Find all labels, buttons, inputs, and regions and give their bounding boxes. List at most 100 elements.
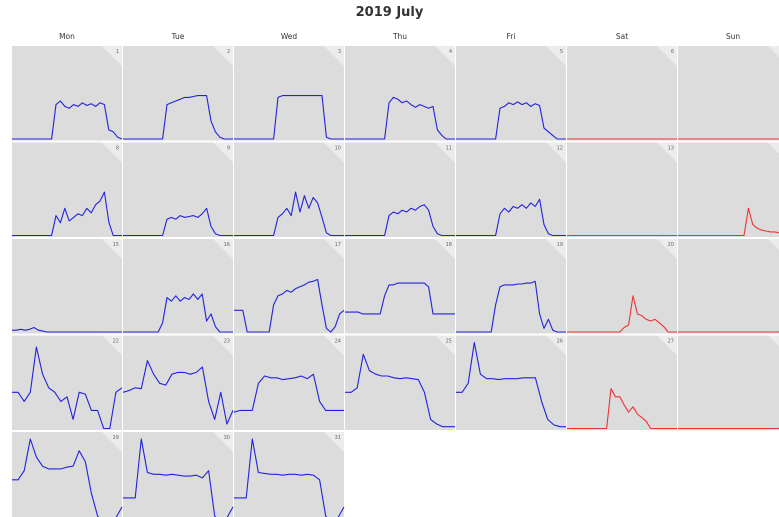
day-panel-background	[678, 239, 779, 334]
day-series-line	[123, 95, 233, 140]
day-panel-30: 30	[123, 432, 234, 517]
day-panel-background	[12, 432, 122, 517]
day-corner-fold	[546, 335, 566, 356]
day-panel-background	[678, 335, 779, 430]
day-corner-fold	[768, 335, 779, 347]
day-panel-4: 4	[345, 46, 455, 141]
day-corner-fold	[102, 432, 122, 452]
day-panel-background	[456, 335, 566, 430]
day-number: 24	[335, 339, 341, 345]
day-panel-18: 18	[345, 239, 455, 334]
day-panel-background	[234, 335, 344, 430]
day-series-line	[567, 295, 677, 333]
day-series-line	[12, 100, 123, 140]
day-series-line	[345, 204, 455, 237]
day-number: 13	[668, 146, 674, 152]
day-corner-fold	[657, 335, 677, 356]
day-number: 4	[449, 49, 452, 55]
day-panel-background	[12, 46, 122, 141]
day-panel-background	[456, 46, 566, 141]
day-panel-31: 31	[234, 432, 345, 517]
day-panel-5: 5	[456, 46, 566, 141]
day-series-line	[122, 360, 234, 425]
day-corner-fold	[546, 239, 566, 259]
day-number: 15	[113, 242, 119, 248]
day-series-line	[12, 191, 122, 237]
day-panel-21: 21	[678, 239, 779, 334]
day-corner-fold	[435, 142, 455, 163]
day-panel-background	[234, 239, 344, 334]
day-corner-fold	[657, 142, 677, 163]
day-corner-fold	[546, 142, 566, 163]
day-corner-fold	[435, 335, 455, 356]
day-panel-background	[678, 142, 779, 237]
day-corner-fold	[213, 432, 233, 452]
day-series-line	[345, 96, 455, 140]
weekday-label-sun: Sun	[726, 32, 741, 41]
day-number: 6	[671, 49, 674, 55]
day-panel-22: 22	[12, 335, 123, 430]
day-series-line	[456, 198, 566, 237]
day-panel-background	[345, 46, 455, 141]
day-corner-fold	[768, 239, 779, 250]
day-corner-fold	[324, 46, 344, 66]
day-number: 17	[335, 242, 341, 248]
day-panel-11: 11	[345, 142, 455, 237]
day-panel-background	[678, 46, 779, 141]
day-corner-fold	[213, 46, 233, 66]
day-series-line	[234, 278, 345, 333]
day-corner-fold	[546, 46, 566, 66]
weekday-label-wed: Wed	[281, 32, 298, 41]
day-series-line	[678, 330, 779, 333]
day-number: 20	[668, 242, 674, 248]
day-panel-background	[12, 239, 122, 334]
day-number: 26	[557, 339, 563, 345]
day-panel-background	[234, 46, 344, 141]
day-panel-13: 13	[567, 142, 677, 237]
day-panel-16: 16	[123, 239, 233, 334]
day-number: 19	[557, 242, 563, 248]
day-number: 25	[446, 339, 452, 345]
day-panel-6: 6	[567, 46, 677, 141]
day-panel-background	[123, 335, 233, 430]
day-corner-fold	[102, 142, 122, 163]
day-series-line	[456, 341, 566, 428]
day-panel-background	[123, 142, 233, 237]
day-corner-fold	[435, 46, 455, 66]
day-number: 22	[113, 339, 119, 345]
day-number: 5	[560, 49, 563, 55]
day-panel-14: 14	[678, 142, 779, 237]
weekday-label-fri: Fri	[507, 32, 516, 41]
chart-title: 2019 July	[355, 5, 424, 20]
day-corner-fold	[324, 432, 344, 452]
day-series-line	[345, 282, 455, 315]
day-panel-2: 2	[123, 46, 233, 141]
day-corner-fold	[324, 239, 344, 259]
day-panel-background	[12, 335, 122, 430]
day-panel-26: 26	[456, 335, 566, 430]
day-panel-8: 8	[12, 142, 122, 237]
day-panel-19: 19	[456, 239, 566, 334]
day-panel-25: 25	[345, 335, 455, 430]
day-number: 31	[335, 435, 341, 441]
day-panel-background	[567, 46, 677, 141]
day-panel-background	[345, 142, 455, 237]
day-corner-fold	[768, 142, 779, 154]
day-corner-fold	[657, 46, 677, 66]
weekday-label-sat: Sat	[616, 32, 628, 41]
day-panel-24: 24	[233, 335, 344, 430]
day-panel-background	[567, 239, 677, 334]
day-corner-fold	[213, 335, 233, 356]
day-panel-29: 29	[12, 432, 123, 517]
day-panel-7: 7	[678, 46, 779, 141]
day-series-line	[12, 346, 123, 430]
day-panel-background	[567, 142, 677, 237]
day-series-line	[123, 293, 233, 333]
day-panel-background	[456, 239, 566, 334]
day-corner-fold	[657, 239, 677, 259]
day-number: 12	[557, 146, 563, 152]
day-series-line	[456, 101, 566, 140]
day-corner-fold	[324, 335, 344, 356]
day-panel-15: 15	[12, 239, 122, 334]
